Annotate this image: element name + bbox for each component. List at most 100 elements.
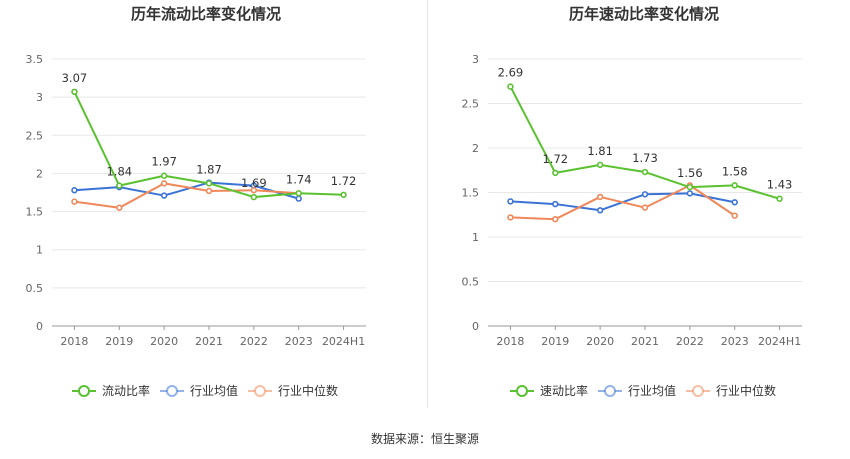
legend-marker bbox=[254, 385, 266, 397]
y-tick-label: 0.5 bbox=[462, 276, 480, 289]
data-point bbox=[731, 199, 738, 206]
data-point bbox=[641, 168, 649, 176]
x-tick-label: 2018 bbox=[60, 335, 88, 348]
data-point bbox=[686, 190, 694, 197]
data-label: 1.58 bbox=[722, 164, 748, 178]
x-tick-label: 2020 bbox=[150, 335, 178, 348]
x-tick-label: 2022 bbox=[676, 335, 704, 348]
data-label: 1.81 bbox=[587, 144, 613, 158]
y-tick-label: 3.5 bbox=[26, 53, 44, 66]
x-tick-label: 2021 bbox=[195, 335, 223, 348]
data-label: 2.69 bbox=[498, 66, 524, 80]
panel-divider bbox=[427, 0, 428, 408]
x-tick-label: 2021 bbox=[631, 335, 659, 348]
legend-item: 行业中位数 bbox=[248, 383, 338, 398]
data-point bbox=[552, 200, 559, 208]
x-tick-label: 2019 bbox=[105, 335, 133, 348]
data-point bbox=[776, 195, 783, 202]
data-point bbox=[71, 198, 78, 205]
x-tick-label: 2019 bbox=[541, 335, 569, 348]
data-point bbox=[731, 182, 738, 189]
chart-title: 历年速动比率变化情况 bbox=[569, 5, 719, 23]
y-tick-label: 0 bbox=[472, 320, 479, 333]
x-tick-label: 2022 bbox=[240, 335, 268, 348]
legend-label: 行业均值 bbox=[190, 383, 238, 398]
data-label: 1.43 bbox=[767, 178, 793, 192]
legend-item: 行业均值 bbox=[160, 383, 238, 398]
legend-item: 流动比率 bbox=[72, 383, 150, 398]
data-point bbox=[250, 187, 258, 194]
data-label: 1.84 bbox=[106, 165, 132, 179]
y-tick-label: 2.5 bbox=[462, 98, 480, 111]
chart-title: 历年流动比率变化情况 bbox=[131, 5, 281, 23]
data-point bbox=[250, 193, 258, 201]
legend-label: 行业中位数 bbox=[278, 383, 338, 398]
data-point bbox=[596, 193, 604, 201]
y-tick-label: 2 bbox=[472, 142, 479, 155]
data-point bbox=[71, 187, 78, 194]
series-industry-median-line bbox=[510, 184, 736, 221]
legend-marker bbox=[692, 385, 704, 397]
y-tick-label: 2 bbox=[36, 167, 43, 180]
data-point bbox=[552, 169, 559, 177]
data-point bbox=[160, 192, 168, 199]
y-tick-label: 2.5 bbox=[26, 129, 44, 142]
data-point bbox=[641, 204, 649, 211]
data-label: 1.97 bbox=[151, 155, 177, 169]
data-point bbox=[731, 212, 738, 219]
legend-label: 行业中位数 bbox=[716, 383, 776, 398]
legend-item: 行业中位数 bbox=[686, 383, 776, 398]
x-tick-label: 2023 bbox=[285, 335, 313, 348]
legend-marker bbox=[516, 385, 528, 397]
legend-marker bbox=[166, 385, 178, 397]
legend-item: 行业均值 bbox=[598, 383, 676, 398]
legend-marker bbox=[604, 385, 616, 397]
y-tick-label: 1 bbox=[472, 231, 479, 244]
data-point bbox=[340, 191, 347, 198]
data-label: 1.69 bbox=[241, 176, 267, 190]
data-point bbox=[295, 195, 302, 202]
data-point bbox=[596, 161, 604, 169]
data-label: 1.87 bbox=[196, 162, 222, 176]
y-tick-label: 1.5 bbox=[26, 206, 44, 219]
y-tick-label: 1 bbox=[36, 244, 43, 257]
x-tick-label: 2020 bbox=[586, 335, 614, 348]
data-point bbox=[205, 187, 213, 195]
data-point bbox=[507, 83, 514, 90]
data-point bbox=[205, 180, 213, 187]
series-industry-mean-line bbox=[74, 181, 299, 200]
x-tick-label: 2024H1 bbox=[322, 335, 365, 348]
chart-panel-2: 历年速动比率变化情况 0 0.5 1 1.5 2 2.5 3 2018 2019 2020 2021 2… bbox=[462, 5, 802, 398]
y-tick-label: 0 bbox=[36, 320, 43, 333]
x-tick-label: 2024H1 bbox=[758, 335, 801, 348]
data-label: 1.73 bbox=[632, 151, 658, 165]
y-tick-label: 3 bbox=[36, 91, 43, 104]
y-tick-label: 0.5 bbox=[26, 282, 44, 295]
x-tick-label: 2018 bbox=[496, 335, 524, 348]
data-point bbox=[295, 190, 302, 197]
data-point bbox=[507, 198, 514, 205]
legend-label: 行业均值 bbox=[628, 383, 676, 398]
data-point bbox=[160, 180, 168, 187]
data-label: 1.72 bbox=[331, 174, 357, 188]
data-point bbox=[596, 207, 604, 214]
data-label: 1.56 bbox=[677, 166, 703, 180]
data-point bbox=[160, 172, 168, 179]
data-point bbox=[641, 191, 649, 198]
data-label: 1.72 bbox=[542, 152, 568, 166]
data-label: 1.74 bbox=[286, 172, 312, 186]
data-point bbox=[116, 182, 123, 189]
data-point bbox=[71, 88, 78, 96]
legend-label: 流动比率 bbox=[102, 383, 150, 398]
data-point bbox=[507, 214, 514, 221]
y-tick-label: 1.5 bbox=[462, 187, 480, 200]
data-point bbox=[552, 216, 559, 223]
chart-panel-1: 历年流动比率变化情况 0 0.5 1 1.5 2 2.5 3 3.5 2018 2019 2020 20… bbox=[26, 5, 366, 398]
source-note: 数据来源：恒生聚源 bbox=[370, 432, 479, 446]
data-point bbox=[116, 204, 123, 211]
x-tick-label: 2023 bbox=[721, 335, 749, 348]
legend-item: 速动比率 bbox=[510, 383, 588, 398]
legend-marker bbox=[78, 385, 90, 397]
legend-label: 速动比率 bbox=[540, 383, 588, 398]
